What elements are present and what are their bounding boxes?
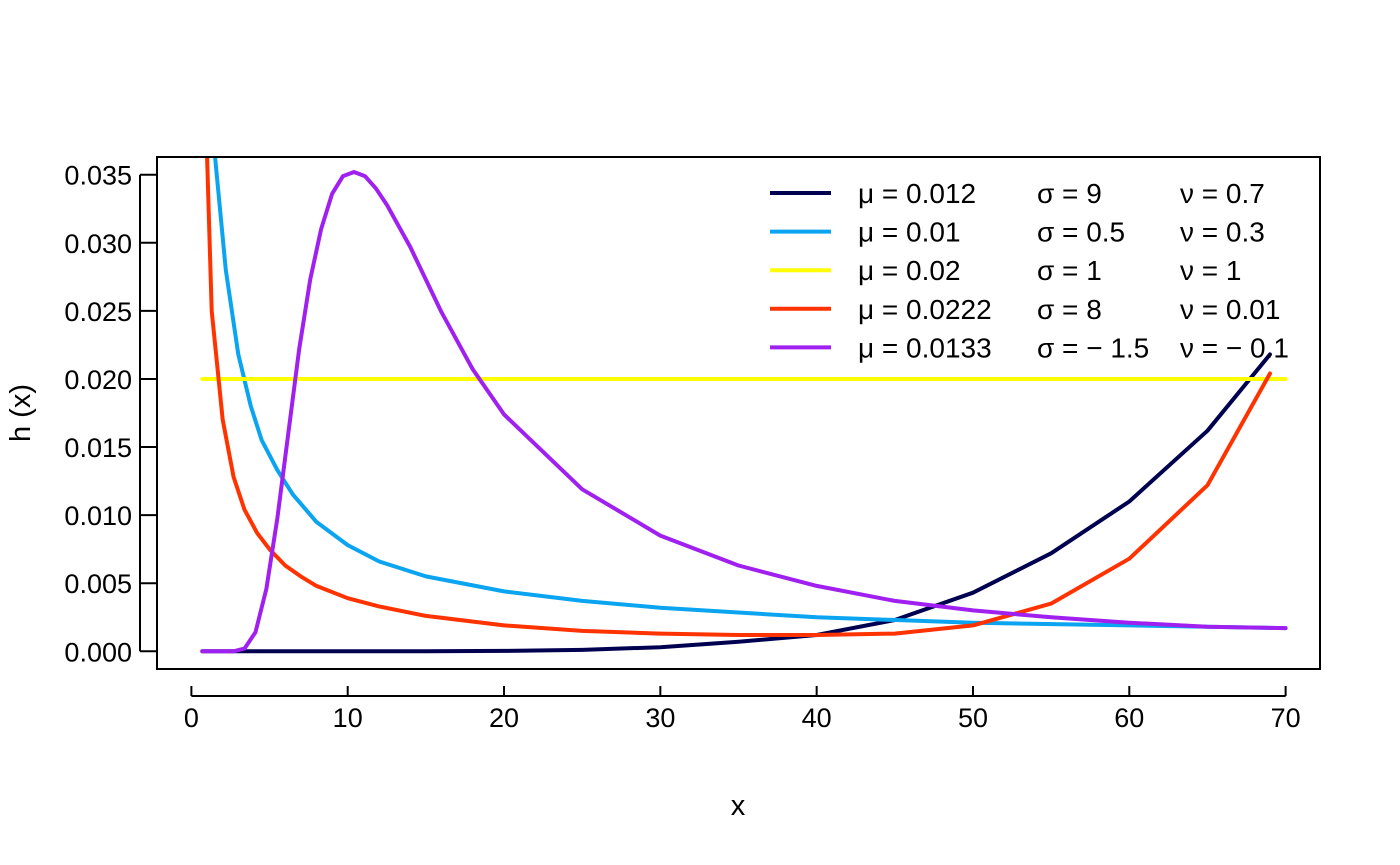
y-tick-label: 0.005	[64, 569, 132, 599]
legend-nu-label: ν = 0.7	[1180, 178, 1265, 209]
x-tick-label: 20	[489, 703, 519, 733]
x-tick-label: 40	[802, 703, 832, 733]
legend-entry-2: μ = 0.01 σ = 0.5 ν = 0.3	[770, 217, 1265, 248]
y-tick-label: 0.010	[64, 501, 132, 531]
series-line-4	[205, 157, 1272, 637]
legend-entry-5: μ = 0.0133 σ = − 1.5 ν = − 0.1	[770, 332, 1289, 363]
series-line-5	[200, 170, 1288, 654]
series-curves	[200, 157, 1288, 654]
y-tick-label: 0.015	[64, 433, 132, 463]
legend-nu-label: ν = 0.01	[1180, 294, 1280, 325]
legend-nu-label: ν = − 0.1	[1180, 332, 1289, 363]
legend-sigma-label: σ = 9	[1037, 178, 1102, 209]
x-tick-label: 10	[333, 703, 363, 733]
legend-mu-label: μ = 0.0222	[858, 294, 992, 325]
plot-frame	[156, 156, 1321, 670]
legend-sigma-label: σ = 0.5	[1037, 217, 1125, 248]
legend-mu-label: μ = 0.012	[858, 178, 976, 209]
legend-sigma-label: σ = 1	[1037, 255, 1102, 286]
x-tick-label: 0	[184, 703, 199, 733]
y-tick-label: 0.000	[64, 637, 132, 667]
y-tick-label: 0.025	[64, 297, 132, 327]
y-tick-label: 0.020	[64, 365, 132, 395]
x-tick-label: 50	[958, 703, 988, 733]
legend-nu-label: ν = 1	[1180, 255, 1241, 286]
legend-entry-4: μ = 0.0222 σ = 8 ν = 0.01	[770, 294, 1280, 325]
y-axis: 0.000 0.005 0.010 0.015 0.020 0.025 0.030 0.035	[64, 161, 157, 667]
x-axis-label: x	[731, 790, 746, 822]
legend: μ = 0.012 σ = 9 ν = 0.7 μ = 0.01 σ = 0.5 ν = …	[770, 178, 1289, 363]
y-axis-label: h (x)	[5, 384, 37, 442]
legend-sigma-label: σ = − 1.5	[1037, 332, 1149, 363]
x-tick-label: 60	[1114, 703, 1144, 733]
legend-mu-label: μ = 0.0133	[858, 332, 992, 363]
legend-entry-1: μ = 0.012 σ = 9 ν = 0.7	[770, 178, 1265, 209]
y-tick-label: 0.035	[64, 161, 132, 191]
legend-entry-3: μ = 0.02 σ = 1 ν = 1	[770, 255, 1241, 286]
y-tick-label: 0.030	[64, 229, 132, 259]
x-axis: 0 10 20 30 40 50 60 70	[184, 686, 1301, 733]
legend-sigma-label: σ = 8	[1037, 294, 1102, 325]
legend-nu-label: ν = 0.3	[1180, 217, 1265, 248]
legend-mu-label: μ = 0.01	[858, 217, 961, 248]
legend-mu-label: μ = 0.02	[858, 255, 961, 286]
x-tick-label: 70	[1271, 703, 1301, 733]
series-line-2	[213, 157, 1288, 631]
x-tick-label: 30	[645, 703, 675, 733]
series-line-1	[200, 352, 1272, 654]
